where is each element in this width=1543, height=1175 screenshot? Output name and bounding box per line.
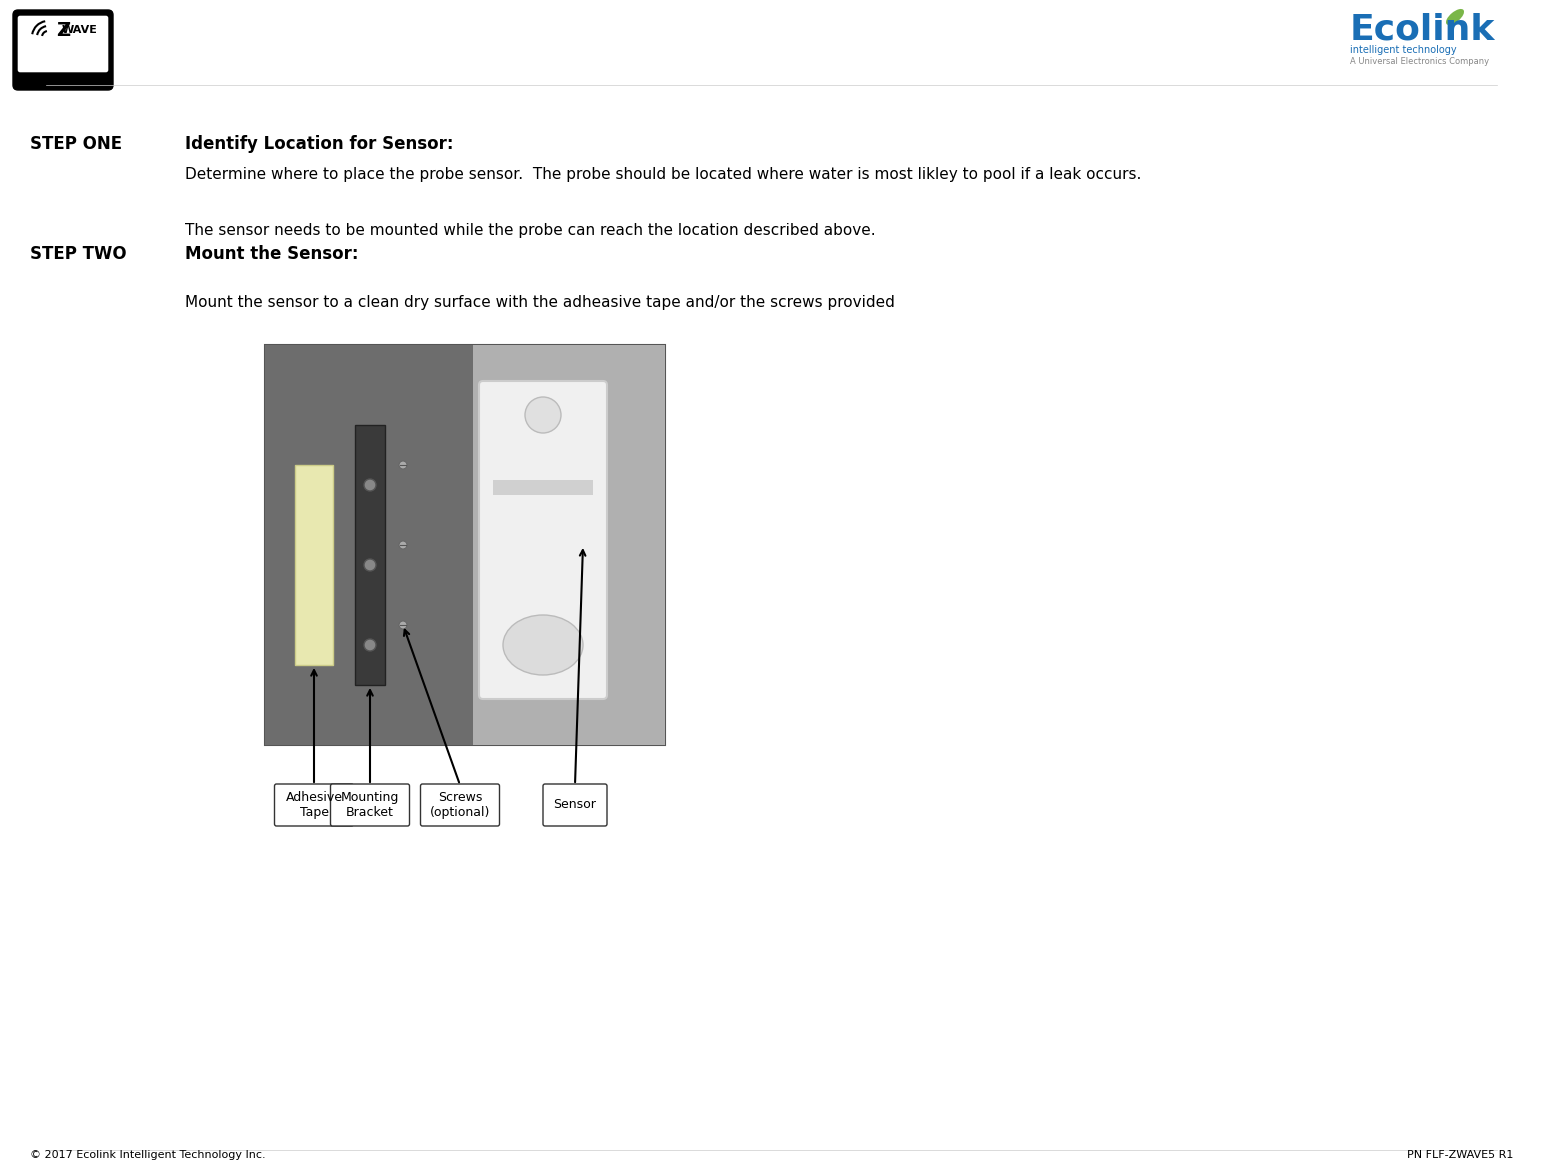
Bar xyxy=(494,481,593,495)
Text: © 2017 Ecolink Intelligent Technology Inc.: © 2017 Ecolink Intelligent Technology In… xyxy=(29,1150,265,1160)
Circle shape xyxy=(364,639,376,651)
FancyBboxPatch shape xyxy=(17,15,110,73)
Circle shape xyxy=(400,622,407,629)
Bar xyxy=(295,465,333,665)
FancyBboxPatch shape xyxy=(478,381,606,699)
Text: Sensor: Sensor xyxy=(554,799,597,812)
Text: Z: Z xyxy=(56,20,69,40)
Text: Determine where to place the probe sensor.  The probe should be located where wa: Determine where to place the probe senso… xyxy=(185,167,1142,182)
Text: PLUS: PLUS xyxy=(42,52,69,62)
Text: Mount the Sensor:: Mount the Sensor: xyxy=(185,246,358,263)
Text: STEP TWO: STEP TWO xyxy=(29,246,127,263)
Text: Ecolink: Ecolink xyxy=(1350,13,1495,47)
Circle shape xyxy=(400,461,407,469)
Circle shape xyxy=(364,559,376,571)
FancyBboxPatch shape xyxy=(275,784,353,826)
Text: Screws
(optional): Screws (optional) xyxy=(430,791,491,819)
Text: STEP ONE: STEP ONE xyxy=(29,135,122,153)
Circle shape xyxy=(525,397,562,434)
Text: The sensor needs to be mounted while the probe can reach the location described : The sensor needs to be mounted while the… xyxy=(185,223,875,239)
Text: Mount the sensor to a clean dry surface with the adheasive tape and/or the screw: Mount the sensor to a clean dry surface … xyxy=(185,295,895,310)
Text: Mounting
Bracket: Mounting Bracket xyxy=(341,791,400,819)
Bar xyxy=(265,345,474,745)
Text: Identify Location for Sensor:: Identify Location for Sensor: xyxy=(185,135,454,153)
FancyBboxPatch shape xyxy=(12,11,113,90)
Text: WAVE: WAVE xyxy=(62,25,97,35)
Text: PN FLF-ZWAVE5 R1: PN FLF-ZWAVE5 R1 xyxy=(1407,1150,1514,1160)
Text: Adhesive
Tape: Adhesive Tape xyxy=(285,791,343,819)
Text: intelligent technology: intelligent technology xyxy=(1350,45,1457,55)
Bar xyxy=(474,345,665,745)
Bar xyxy=(355,425,386,685)
FancyBboxPatch shape xyxy=(421,784,500,826)
Ellipse shape xyxy=(1446,9,1464,25)
Circle shape xyxy=(364,479,376,491)
Ellipse shape xyxy=(503,615,583,674)
Circle shape xyxy=(400,540,407,549)
Text: A Universal Electronics Company: A Universal Electronics Company xyxy=(1350,58,1489,67)
Bar xyxy=(265,345,665,745)
FancyBboxPatch shape xyxy=(543,784,606,826)
FancyBboxPatch shape xyxy=(330,784,409,826)
